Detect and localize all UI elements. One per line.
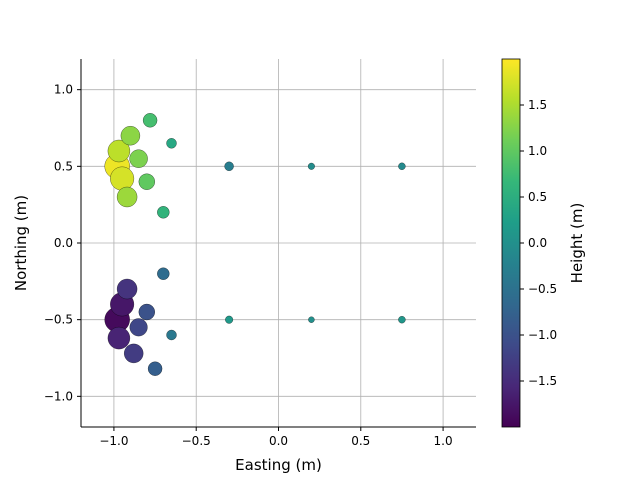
x-tick-label: 0.5 [351, 434, 370, 448]
y-tick-label: 1.0 [54, 83, 73, 97]
scatter-points [104, 113, 406, 376]
colorbar-tick-label: 1.0 [528, 144, 547, 158]
grid-lines [81, 59, 476, 427]
scatter-point [398, 316, 406, 324]
colorbar-label: Height (m) [568, 203, 586, 284]
scatter-point [308, 316, 315, 323]
colorbar-tick-label: −1.0 [528, 328, 557, 342]
colorbar-tick-label: 0.5 [528, 190, 547, 204]
y-tick-label: −1.0 [44, 389, 73, 403]
x-tick-label: −1.0 [99, 434, 128, 448]
scatter-point [142, 113, 158, 128]
y-tick-label: 0.5 [54, 159, 73, 173]
x-axis-label: Easting (m) [235, 456, 322, 474]
scatter-point [138, 303, 155, 321]
scatter-point [129, 318, 148, 337]
scatter-point [157, 206, 170, 219]
y-axis-label: Northing (m) [12, 195, 30, 291]
scatter-point [120, 126, 141, 146]
scatter-point [224, 161, 234, 171]
colorbar-tick-label: 0.0 [528, 236, 547, 250]
colorbar: −1.5 −1.0 −0.5 0.0 0.5 1.0 1.5 [501, 58, 557, 428]
scatter-point [124, 343, 144, 364]
colorbar-tick-label: −1.5 [528, 374, 557, 388]
colorbar-tick-label: 1.5 [528, 98, 547, 112]
scatter-point [147, 361, 163, 376]
scatter-point [116, 186, 138, 208]
scatter-point [398, 162, 406, 170]
colorbar-gradient [501, 58, 521, 428]
scatter-point [166, 329, 177, 341]
scatter-point [107, 139, 131, 163]
scatter-point [129, 149, 148, 168]
x-tick-label: 1.0 [434, 434, 453, 448]
x-tick-label: 0.0 [269, 434, 288, 448]
x-tick-label: −0.5 [182, 434, 211, 448]
scatter-point [110, 166, 135, 191]
y-tick-label: 0.0 [54, 236, 73, 250]
scatter-point [107, 326, 131, 350]
scatter-point [138, 173, 155, 190]
y-tick-label: −0.5 [44, 313, 73, 327]
scatter-point [157, 267, 170, 280]
scatter-point [307, 162, 315, 170]
scatter-point [116, 278, 138, 300]
colorbar-tick-label: −0.5 [528, 282, 557, 296]
axes: −1.0 −0.5 0.0 0.5 1.0 −1.0 −0.5 0.0 0.5 1.0 [44, 59, 476, 448]
scatter-point [225, 315, 234, 324]
scatter-point [166, 138, 177, 149]
